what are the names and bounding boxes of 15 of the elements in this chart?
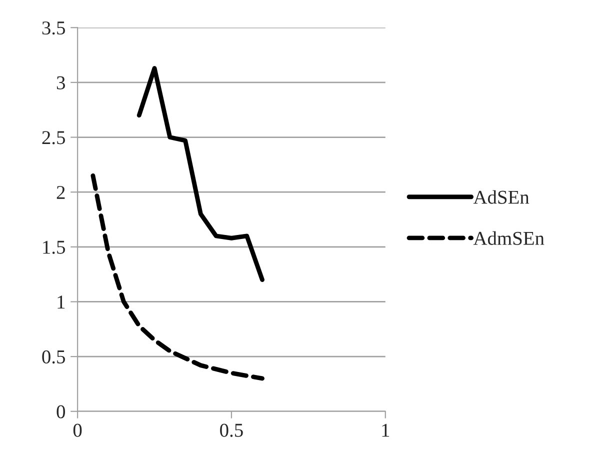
y-tick-label: 2 [56, 186, 65, 199]
x-tick-label: 1 [382, 424, 390, 437]
y-tick-label: 0 [56, 405, 66, 418]
legend-label: AdSEn [473, 190, 530, 204]
y-tick-label: 2.5 [42, 131, 65, 144]
x-tick-label: 0.5 [220, 424, 243, 437]
line-series [136, 66, 264, 282]
y-tick-label: 1 [58, 296, 65, 308]
y-tick-label: 3.5 [42, 21, 65, 35]
y-tick-label: 1.5 [43, 240, 65, 254]
x-tick-label: 0 [73, 424, 82, 437]
y-tick-label: 0.5 [42, 350, 65, 364]
line-series [90, 173, 264, 381]
legend-label: AdmSEn [473, 231, 544, 245]
y-tick-label: 3 [56, 76, 65, 90]
